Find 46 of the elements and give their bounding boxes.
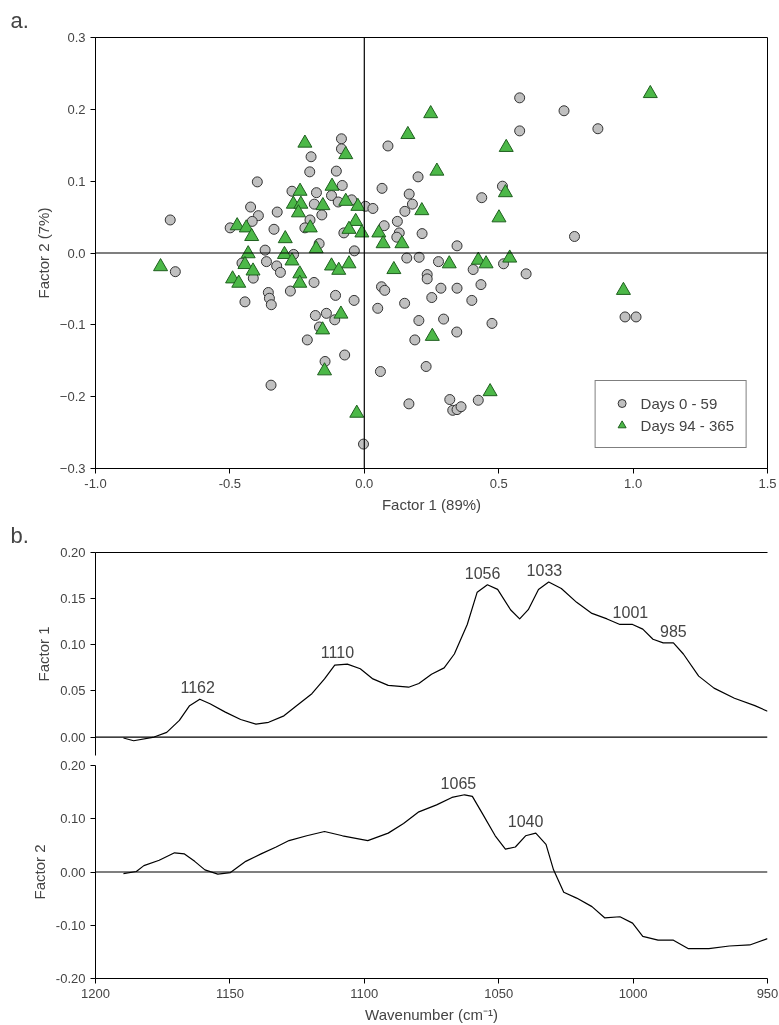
x-tick-label: 0.5	[489, 475, 508, 491]
y-tick-label: 0.10	[60, 811, 86, 827]
x-tick-label: -1.0	[84, 475, 107, 491]
y-tick-label: −0.2	[59, 389, 86, 405]
y-tick-label: 0.10	[60, 637, 86, 653]
y-axis-title: Factor 2 (7%)	[34, 207, 52, 299]
x-tick-label: 1100	[350, 985, 379, 1001]
y-tick-label: 0.20	[60, 545, 86, 560]
legend-label: Days 94 - 365	[640, 416, 734, 434]
x-tick-label: 0.0	[355, 475, 374, 491]
y-tick-label: −0.3	[59, 461, 86, 476]
x-tick-label: 1050	[484, 985, 514, 1001]
x-tick-label: 1150	[215, 985, 244, 1001]
y-tick-label: 0.05	[60, 683, 86, 699]
y-tick-label: -0.10	[55, 917, 86, 933]
x-tick-label: 1000	[618, 985, 648, 1001]
y-tick-label: 0.00	[60, 864, 86, 880]
annotation: 1065	[440, 774, 477, 792]
y-tick-label: 0.1	[67, 173, 86, 189]
annotation: 1162	[180, 679, 215, 697]
annotation: 1110	[320, 644, 355, 662]
x-tick-label: 950	[756, 985, 779, 1001]
chart-title: b.	[10, 522, 29, 548]
legend-label: Days 0 - 59	[640, 394, 718, 412]
annotation: 985	[660, 622, 687, 640]
x-axis-title: Wavenumber (cm⁻¹)	[365, 1005, 498, 1023]
y-axis-title: Factor 1	[35, 626, 53, 682]
y-tick-label: 0.15	[60, 591, 86, 607]
x-tick-label: 1200	[81, 985, 110, 1001]
y-tick-label: 0.00	[60, 729, 86, 745]
y-tick-label: 0.3	[67, 30, 86, 45]
y-tick-label: 0.20	[60, 758, 86, 773]
x-tick-label: 1.5	[758, 475, 777, 491]
annotation: 1001	[612, 604, 649, 622]
x-axis-title: Factor 1 (89%)	[381, 495, 482, 513]
annotation: 1056	[464, 564, 501, 582]
y-tick-label: 0.2	[67, 101, 86, 117]
y-tick-label: −0.1	[59, 317, 86, 333]
y-axis-title: Factor 2	[30, 844, 48, 900]
chart-title: a.	[10, 7, 29, 33]
annotation: 1033	[526, 562, 563, 580]
y-tick-label: -0.20	[55, 971, 86, 986]
x-tick-label: -0.5	[218, 475, 242, 491]
x-tick-label: 1.0	[624, 475, 643, 491]
y-tick-label: 0.0	[67, 245, 86, 261]
annotation: 1040	[507, 813, 544, 831]
